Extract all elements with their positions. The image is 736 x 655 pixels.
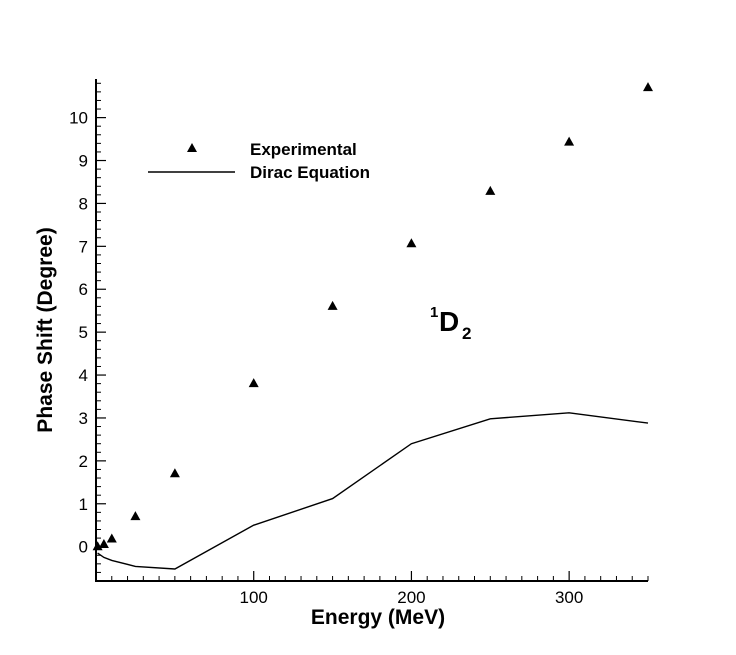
y-tick-label: 3 (79, 409, 88, 428)
experimental-point (130, 511, 141, 521)
legend-dirac-label: Dirac Equation (250, 163, 370, 182)
experimental-point (406, 238, 417, 248)
x-axis-title: Energy (MeV) (311, 606, 445, 629)
legend-experimental-marker (187, 143, 197, 152)
y-tick-label: 10 (69, 109, 88, 128)
annotation-superscript: 1 (430, 304, 438, 321)
experimental-point (643, 82, 653, 92)
experimental-point (169, 468, 180, 478)
axes (95, 79, 648, 582)
y-tick-label: 1 (79, 495, 88, 514)
y-tick-label: 8 (79, 194, 88, 213)
experimental-point (106, 533, 117, 543)
y-tick-label: 5 (79, 323, 88, 342)
y-tick-label: 7 (79, 237, 88, 256)
y-tick-label: 4 (79, 366, 88, 385)
experimental-point (98, 539, 109, 548)
legend-experimental-label: Experimental (250, 140, 357, 159)
ticks: 0 1 2 3 4 5 6 7 8 9 10 100 200 300 (69, 82, 649, 607)
experimental-point (485, 185, 496, 195)
x-tick-label: 100 (240, 588, 268, 607)
state-annotation: 1 D 2 (430, 304, 471, 343)
x-tick-label: 300 (555, 588, 583, 607)
y-tick-label: 2 (79, 452, 88, 471)
legend: Experimental Dirac Equation (148, 140, 370, 182)
series-layer (92, 82, 653, 570)
experimental-point (327, 300, 338, 310)
y-tick-label: 6 (79, 280, 88, 299)
dirac-equation-line (97, 412, 649, 570)
experimental-point (564, 136, 575, 146)
y-tick-label: 9 (79, 152, 88, 171)
annotation-main: D (439, 306, 459, 337)
y-axis-title: Phase Shift (Degree) (34, 227, 57, 432)
experimental-point (248, 378, 259, 388)
x-tick-label: 200 (397, 588, 425, 607)
y-tick-label: 0 (79, 538, 88, 557)
annotation-subscript: 2 (462, 324, 471, 343)
